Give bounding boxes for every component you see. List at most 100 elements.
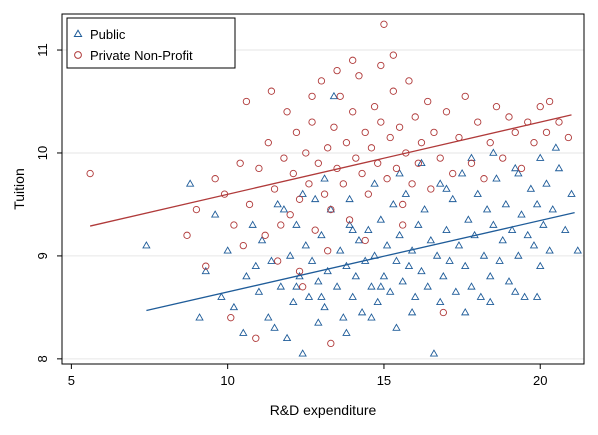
data-point-private-non-profit <box>427 185 435 193</box>
data-point-public <box>532 292 542 300</box>
data-point-public <box>526 184 536 192</box>
data-point-public <box>501 199 511 208</box>
y-tick-label: 10 <box>35 146 50 160</box>
data-point-public <box>467 282 476 290</box>
data-point-private-non-profit <box>386 133 394 142</box>
data-point-private-non-profit <box>499 154 507 162</box>
data-point-public <box>395 169 404 177</box>
data-point-private-non-profit <box>295 267 304 276</box>
data-point-public <box>357 308 367 316</box>
data-point-public <box>376 215 386 223</box>
data-point-public <box>439 271 448 280</box>
data-point-public <box>532 199 542 208</box>
data-point-public <box>442 184 451 192</box>
data-point-public <box>464 215 473 223</box>
data-point-public <box>467 153 476 161</box>
data-point-public <box>370 179 379 187</box>
data-point-public <box>348 292 357 300</box>
data-point-public <box>185 179 195 187</box>
data-point-private-non-profit <box>330 123 338 131</box>
x-tick-label: 10 <box>220 373 234 388</box>
legend-label-private-non-profit: Private Non-Profit <box>90 48 193 63</box>
fit-lines <box>89 114 575 312</box>
data-point-private-non-profit <box>389 51 397 59</box>
data-point-private-non-profit <box>255 164 263 173</box>
data-point-public <box>201 266 210 275</box>
data-point-public <box>461 261 470 269</box>
data-point-public <box>364 225 373 233</box>
plot-frame <box>61 13 585 365</box>
data-point-private-non-profit <box>436 154 444 162</box>
data-point-public <box>267 256 276 264</box>
data-point-private-non-profit <box>336 92 344 101</box>
data-point-private-non-profit <box>308 118 316 126</box>
data-point-private-non-profit <box>202 262 210 270</box>
data-point-public <box>239 328 248 336</box>
data-point-public <box>417 158 426 167</box>
data-point-private-non-profit <box>405 77 413 85</box>
data-point-public <box>523 230 532 239</box>
legend-label-public: Public <box>90 27 126 42</box>
data-point-public <box>551 143 561 151</box>
data-point-public <box>382 241 392 249</box>
data-point-private-non-profit <box>439 308 447 317</box>
data-point-private-non-profit <box>411 113 419 121</box>
data-point-public <box>401 189 411 197</box>
data-point-public <box>476 292 486 300</box>
legend: Public Private Non-Profit <box>66 17 236 69</box>
data-point-public <box>242 271 251 280</box>
data-point-public <box>270 323 279 331</box>
data-points <box>86 20 582 357</box>
series-public <box>142 91 582 357</box>
data-point-public <box>454 241 464 249</box>
data-point-private-non-profit <box>367 144 376 152</box>
data-point-private-non-profit <box>442 108 451 116</box>
data-point-private-non-profit <box>414 159 422 167</box>
data-point-public <box>420 205 429 213</box>
series-private-non-profit <box>86 20 573 348</box>
data-point-private-non-profit <box>417 139 426 147</box>
data-point-public <box>307 256 317 264</box>
data-point-private-non-profit <box>242 97 251 106</box>
data-point-private-non-profit <box>492 102 501 111</box>
data-point-public <box>423 282 432 290</box>
data-point-private-non-profit <box>364 190 372 198</box>
data-point-public <box>210 210 220 218</box>
y-axis-ticks: 8 9 10 11 <box>35 43 62 362</box>
data-point-public <box>348 225 357 233</box>
data-point-private-non-profit <box>358 169 366 178</box>
data-point-public <box>398 277 407 285</box>
data-point-private-non-profit <box>283 108 291 116</box>
data-point-private-non-profit <box>355 72 363 80</box>
data-point-public <box>392 256 401 264</box>
data-point-public <box>407 308 417 316</box>
data-point-private-non-profit <box>349 56 357 64</box>
data-point-private-non-profit <box>461 92 469 101</box>
data-point-public <box>429 349 439 357</box>
data-point-public <box>542 179 551 187</box>
data-point-public <box>329 91 339 100</box>
data-point-private-non-profit <box>408 180 416 188</box>
data-point-private-non-profit <box>345 216 354 224</box>
data-point-private-non-profit <box>317 77 326 85</box>
data-point-public <box>320 302 329 311</box>
data-point-private-non-profit <box>399 221 407 229</box>
data-point-private-non-profit <box>236 159 244 167</box>
data-point-private-non-profit <box>392 164 401 173</box>
data-point-public <box>511 287 520 295</box>
data-point-public <box>217 292 226 300</box>
data-point-private-non-profit <box>86 169 94 178</box>
data-point-private-non-profit <box>545 97 554 106</box>
data-point-private-non-profit <box>467 159 476 167</box>
data-point-private-non-profit <box>320 190 329 198</box>
data-point-public <box>332 282 342 290</box>
data-point-public <box>536 261 545 269</box>
data-point-private-non-profit <box>555 118 563 126</box>
legend-marker-private-non-profit <box>74 51 82 59</box>
y-tick-label: 8 <box>35 355 50 362</box>
data-point-public <box>320 174 329 182</box>
data-point-public <box>567 189 576 197</box>
data-point-private-non-profit <box>183 231 191 239</box>
